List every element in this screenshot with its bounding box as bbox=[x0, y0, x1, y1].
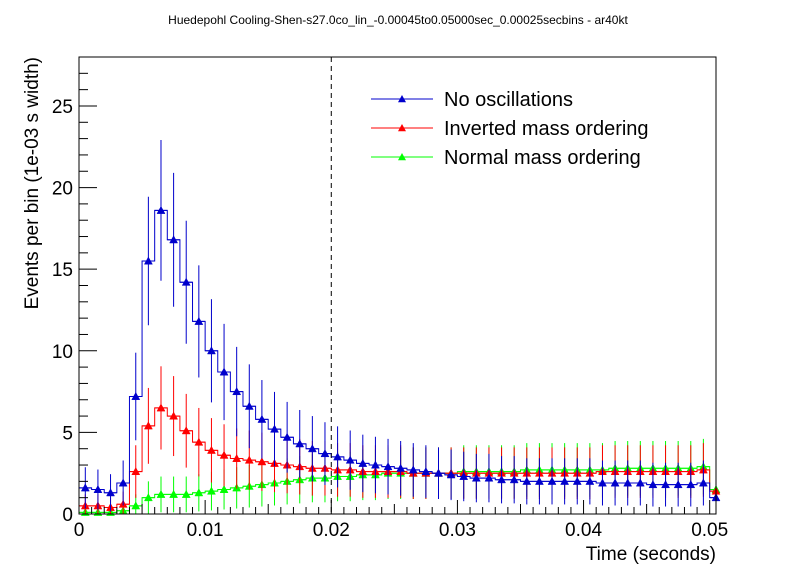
legend: No oscillations Inverted mass ordering Nor… bbox=[371, 89, 649, 169]
data-point bbox=[383, 462, 393, 471]
data-point bbox=[156, 205, 166, 214]
data-point bbox=[522, 476, 532, 485]
data-point bbox=[156, 489, 166, 498]
data-point bbox=[686, 480, 696, 489]
y-tick-label: 0 bbox=[62, 505, 73, 526]
data-point bbox=[93, 485, 103, 493]
chart-title: Huedepohl Cooling-Shen-s27.0co_lin_-0.00… bbox=[168, 13, 628, 27]
data-point bbox=[169, 489, 179, 498]
legend-label: Normal mass ordering bbox=[444, 147, 641, 169]
y-tick-label: 10 bbox=[52, 342, 73, 363]
data-point bbox=[434, 468, 443, 477]
data-point bbox=[194, 437, 204, 446]
data-point bbox=[219, 450, 229, 459]
data-point bbox=[80, 483, 90, 492]
data-point bbox=[181, 426, 191, 435]
data-point bbox=[143, 421, 153, 430]
data-point bbox=[534, 476, 544, 485]
data-point bbox=[698, 478, 708, 487]
data-point bbox=[421, 467, 431, 476]
data-point bbox=[131, 501, 141, 510]
data-point bbox=[194, 488, 204, 497]
data-point bbox=[333, 452, 343, 461]
data-point bbox=[232, 387, 242, 396]
data-point bbox=[270, 424, 279, 433]
data-point bbox=[118, 478, 128, 487]
data-point bbox=[598, 478, 607, 487]
data-point bbox=[295, 439, 305, 448]
data-point bbox=[181, 277, 191, 286]
legend-marker bbox=[398, 153, 406, 161]
data-point bbox=[244, 401, 254, 410]
x-tick-label: 0.02 bbox=[313, 520, 350, 541]
data-point bbox=[371, 460, 380, 469]
x-tick-label: 0 bbox=[74, 520, 85, 541]
data-point bbox=[244, 455, 254, 464]
data-point bbox=[181, 489, 191, 498]
data-point bbox=[169, 411, 179, 420]
data-point bbox=[459, 471, 469, 480]
y-tick-label: 20 bbox=[52, 179, 73, 200]
data-point bbox=[282, 432, 292, 441]
data-point bbox=[194, 316, 204, 325]
plot-area bbox=[78, 140, 721, 516]
data-point bbox=[358, 458, 368, 467]
data-point bbox=[219, 485, 229, 493]
data-point bbox=[446, 470, 456, 479]
y-tick-label: 25 bbox=[52, 97, 73, 118]
data-point bbox=[396, 463, 406, 472]
data-point bbox=[661, 480, 670, 489]
data-point bbox=[307, 444, 317, 453]
data-point bbox=[257, 414, 267, 423]
data-point bbox=[509, 475, 519, 484]
legend-marker bbox=[398, 95, 406, 103]
data-point bbox=[207, 346, 216, 355]
data-point bbox=[560, 476, 570, 485]
data-point bbox=[585, 476, 595, 485]
legend-marker bbox=[398, 124, 406, 132]
data-point bbox=[232, 453, 242, 462]
data-point bbox=[497, 475, 506, 484]
data-point bbox=[547, 476, 557, 485]
data-point bbox=[219, 367, 229, 376]
y-tick-label: 5 bbox=[62, 423, 73, 444]
data-point bbox=[635, 478, 645, 487]
data-point bbox=[131, 467, 141, 476]
data-point bbox=[610, 478, 620, 487]
data-point bbox=[345, 455, 355, 464]
legend-label: No oscillations bbox=[444, 89, 573, 111]
data-point bbox=[408, 465, 418, 474]
legend-entry: Inverted mass ordering bbox=[371, 118, 649, 140]
axes: 0 5 10 15 20 25 0 0.01 0.02 0.03 0.04 0.05 bbox=[52, 56, 728, 541]
y-axis-title: Events per bin (1e-03 s width) bbox=[22, 57, 43, 309]
y-tick-label: 15 bbox=[52, 260, 73, 281]
x-tick-label: 0.03 bbox=[439, 520, 476, 541]
x-tick-label: 0.04 bbox=[565, 520, 602, 541]
x-tick-label: 0.01 bbox=[187, 520, 224, 541]
data-point bbox=[572, 476, 582, 485]
data-point bbox=[207, 486, 216, 495]
data-point bbox=[320, 449, 330, 458]
data-point bbox=[143, 493, 153, 502]
x-tick-label: 0.05 bbox=[691, 520, 728, 541]
legend-entry: No oscillations bbox=[371, 89, 573, 111]
data-point bbox=[623, 478, 633, 487]
data-point bbox=[673, 480, 683, 489]
data-point bbox=[257, 457, 267, 466]
data-point bbox=[143, 256, 153, 265]
data-point bbox=[106, 488, 115, 497]
data-point bbox=[156, 403, 166, 412]
legend-label: Inverted mass ordering bbox=[444, 118, 649, 140]
data-point bbox=[207, 445, 216, 454]
x-axis-title: Time (seconds) bbox=[586, 544, 716, 565]
data-point bbox=[648, 480, 658, 489]
data-point bbox=[484, 473, 494, 482]
legend-entry: Normal mass ordering bbox=[371, 147, 641, 169]
data-point bbox=[131, 391, 141, 400]
data-point bbox=[471, 473, 481, 482]
data-point bbox=[169, 235, 179, 244]
